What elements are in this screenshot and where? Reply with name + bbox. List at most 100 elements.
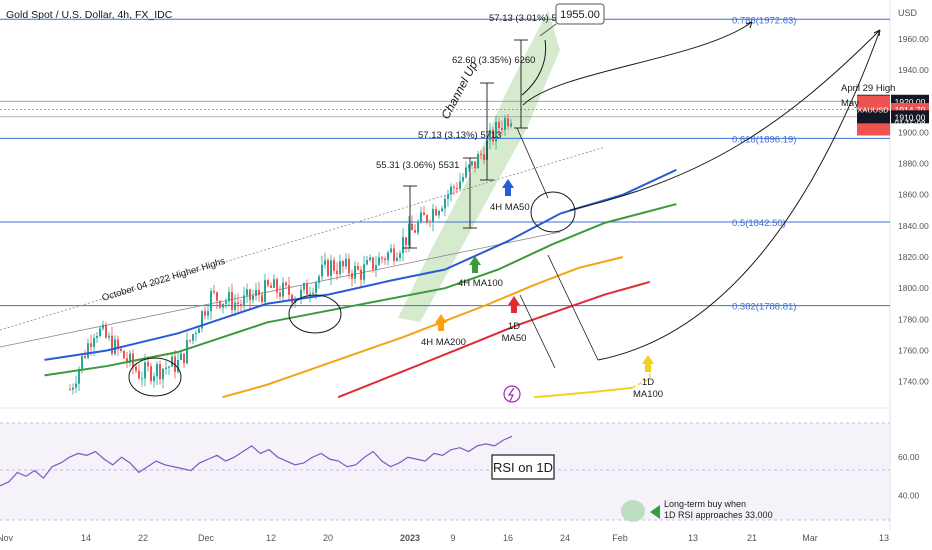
fib-label-2: 0.5(1842.50) — [732, 218, 786, 229]
fib-label-3: 0.382(1788.81) — [732, 302, 796, 313]
candle-body — [462, 177, 464, 182]
candle-body — [321, 264, 323, 277]
candle-body — [507, 118, 509, 127]
candle-body — [375, 265, 377, 270]
candle-body — [144, 362, 146, 379]
candle-body — [312, 292, 314, 294]
candle-body — [273, 279, 275, 288]
drop-line-2 — [547, 254, 599, 361]
price-tag-text-1: 1914.70 — [895, 105, 926, 115]
candle-body — [246, 289, 248, 296]
candle-body — [303, 283, 305, 290]
candle-body — [411, 223, 413, 231]
ma50-4h-label: 4H MA50 — [490, 202, 530, 213]
candle-body — [189, 340, 191, 342]
ma50-1d-label-a: 1D — [508, 321, 520, 332]
candle-body — [441, 208, 443, 212]
candle-body — [69, 389, 71, 391]
candle-body — [402, 237, 404, 254]
candle-body — [501, 128, 503, 130]
candle-body — [261, 295, 263, 303]
rsi-note-line2: 1D RSI approaches 33.000 — [664, 510, 773, 520]
candle-body — [414, 230, 416, 233]
candle-body — [87, 343, 89, 358]
candle-body — [387, 252, 389, 261]
time-tick-14: 13 — [879, 533, 889, 543]
candle-body — [399, 253, 401, 258]
time-tick-8: 16 — [503, 533, 513, 543]
candle-body — [450, 186, 452, 195]
projection-curve-3-head — [745, 21, 753, 29]
candle-body — [417, 222, 419, 233]
candle-body — [216, 292, 218, 301]
candle-body — [177, 359, 179, 372]
candle-body — [468, 165, 470, 168]
ma100-1d-arrow-stem — [645, 364, 651, 372]
candle-body — [435, 208, 437, 216]
candle-body — [96, 335, 98, 338]
candle-body — [276, 279, 278, 293]
price-tag-text-0: 1920.00 — [895, 97, 926, 107]
candle-body — [267, 280, 269, 286]
fib-label-0: 0.786(1972.63) — [732, 15, 796, 26]
higher-highs-label: October 04 2022 Higher Highs — [101, 256, 227, 304]
candle-body — [477, 153, 479, 169]
projection-curve-3 — [522, 21, 753, 106]
candle-body — [471, 161, 473, 166]
candle-body — [330, 260, 332, 276]
candle-body — [420, 212, 422, 223]
candle-body — [129, 353, 131, 363]
candle-body — [138, 370, 140, 379]
ma-line-1d-ma100 — [533, 386, 633, 399]
candle-body — [483, 154, 485, 161]
price-tag-symbol: XAUUSD — [857, 106, 889, 115]
target-label: 1955.00 — [560, 9, 600, 21]
candle-body — [147, 362, 149, 367]
rise-label-1: 55.31 (3.06%) 5531 — [376, 160, 459, 171]
candle-body — [315, 282, 317, 293]
candle-body — [225, 301, 227, 304]
price-tick-3: 1800.00 — [898, 283, 929, 293]
candle-body — [93, 337, 95, 347]
price-tick-11: 1960.00 — [898, 34, 929, 44]
candle-body — [135, 366, 137, 371]
ma50-1d-arrow-stem — [511, 305, 517, 313]
time-tick-12: 21 — [747, 533, 757, 543]
candle-body — [81, 356, 83, 369]
ma100-1d-label-b: MA100 — [633, 389, 663, 400]
candle-body — [180, 353, 182, 360]
candle-body — [255, 289, 257, 296]
candle-body — [168, 366, 170, 368]
candle-body — [381, 257, 383, 259]
price-tick-5: 1840.00 — [898, 221, 929, 231]
price-tick-1: 1760.00 — [898, 345, 929, 355]
candle-body — [210, 291, 212, 312]
candle-body — [105, 324, 107, 338]
pullback-circle-2 — [288, 294, 342, 334]
candle-body — [504, 118, 506, 130]
time-tick-4: 12 — [266, 533, 276, 543]
price-tag-countdown: 01:15:08 — [894, 120, 926, 129]
price-tick-10: 1940.00 — [898, 65, 929, 75]
upper-trendline — [0, 146, 606, 331]
candle-body — [120, 348, 122, 351]
candle-body — [360, 269, 362, 280]
candle-body — [270, 285, 272, 288]
symbol-title: Gold Spot / U.S. Dollar, 4h, FX_IDC — [6, 9, 173, 21]
price-tick-4: 1820.00 — [898, 252, 929, 262]
ma50-4h-arrow — [502, 179, 514, 188]
candle-body — [429, 221, 431, 223]
april-high-label: April 29 High — [841, 83, 895, 94]
candle-body — [324, 260, 326, 265]
price-tick-8: 1900.00 — [898, 127, 929, 137]
candle-body — [438, 211, 440, 216]
candle-body — [162, 368, 164, 380]
ma50-1d-arrow — [508, 296, 520, 305]
candle-body — [396, 257, 398, 261]
ma200-4h-arrow-stem — [438, 323, 444, 331]
candle-body — [264, 280, 266, 303]
candle-body — [141, 378, 143, 380]
rsi-tick-0: 40.00 — [898, 490, 920, 500]
candle-body — [351, 273, 353, 279]
candle-body — [345, 258, 347, 267]
